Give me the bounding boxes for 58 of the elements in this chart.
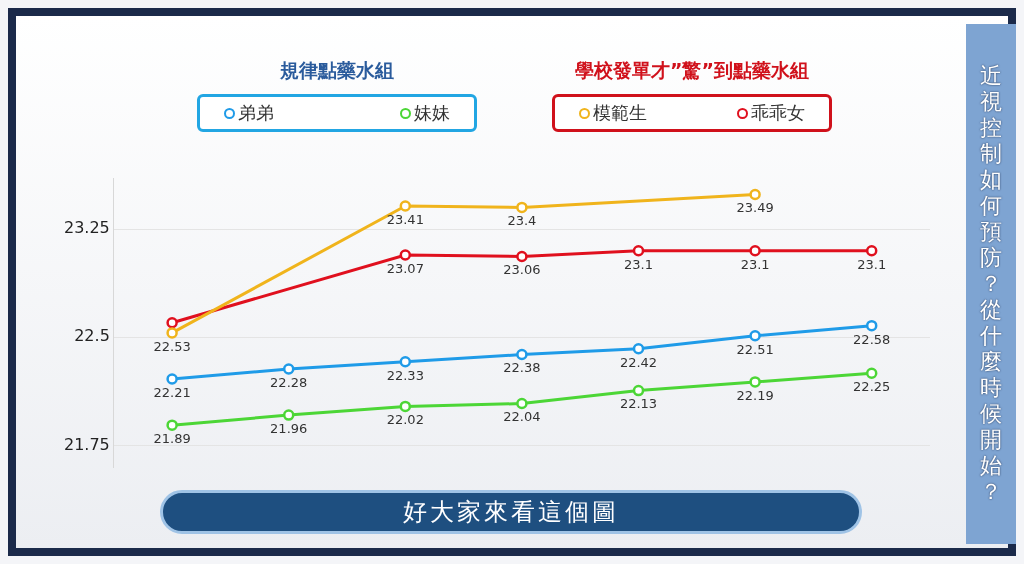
point xyxy=(516,397,528,410)
point xyxy=(516,201,528,214)
data-label: 23.49 xyxy=(736,200,774,216)
data-label: 23.1 xyxy=(857,256,887,272)
point xyxy=(399,249,412,261)
point xyxy=(749,330,761,342)
legend-label: 模範生 xyxy=(593,101,647,125)
data-label: 22.33 xyxy=(386,367,424,383)
point xyxy=(516,250,528,263)
data-label: 22.53 xyxy=(153,338,191,354)
data-label: 22.21 xyxy=(153,384,191,400)
legend-label: 妹妹 xyxy=(414,101,450,125)
data-label: 22.28 xyxy=(270,374,308,390)
data-label: 23.07 xyxy=(386,260,424,276)
data-label: 23.1 xyxy=(740,256,770,272)
data-label: 22.25 xyxy=(853,379,891,395)
y-tick-label: 21.75 xyxy=(63,434,110,454)
data-label: 23.41 xyxy=(386,211,424,227)
data-label: 23.1 xyxy=(624,256,653,272)
data-label: 21.96 xyxy=(270,420,308,436)
point xyxy=(865,244,878,257)
data-label: 22.02 xyxy=(386,412,424,428)
point xyxy=(166,373,178,385)
y-tick-label: 23.25 xyxy=(63,218,110,238)
point xyxy=(282,409,295,421)
point xyxy=(399,355,412,368)
data-label: 22.13 xyxy=(619,396,658,412)
text: 規律點藥水組 xyxy=(279,58,395,83)
point xyxy=(749,188,761,201)
data-label: 23.06 xyxy=(503,262,541,278)
y-tick-label: 22.5 xyxy=(74,326,110,346)
point xyxy=(399,200,412,212)
point xyxy=(282,363,295,375)
data-label: 22.04 xyxy=(503,409,541,425)
text: 學校發單才”驚”到點藥水組 xyxy=(574,58,810,83)
data-label: 22.51 xyxy=(736,341,774,357)
point xyxy=(865,319,878,332)
text: 好大家來看這個圖 xyxy=(160,490,862,534)
legend-label: 弟弟 xyxy=(238,101,274,125)
data-label: 22.19 xyxy=(736,387,774,403)
data-label: 22.58 xyxy=(853,331,891,347)
legend-label: 乖乖女 xyxy=(751,101,805,125)
point xyxy=(749,376,761,388)
data-label: 23.4 xyxy=(507,213,537,229)
point xyxy=(516,348,528,361)
point xyxy=(166,327,178,339)
data-label: 22.38 xyxy=(503,360,541,376)
point xyxy=(166,419,178,431)
point xyxy=(399,400,412,413)
point xyxy=(749,244,761,257)
data-label: 21.89 xyxy=(153,431,191,447)
point xyxy=(632,244,645,257)
data-label: 22.42 xyxy=(619,354,658,370)
point xyxy=(865,367,878,380)
point xyxy=(632,343,645,355)
chart-title: 近視控制如何預防？從什麼時候開始？ xyxy=(980,63,1002,504)
point xyxy=(166,317,178,329)
point xyxy=(632,384,645,397)
